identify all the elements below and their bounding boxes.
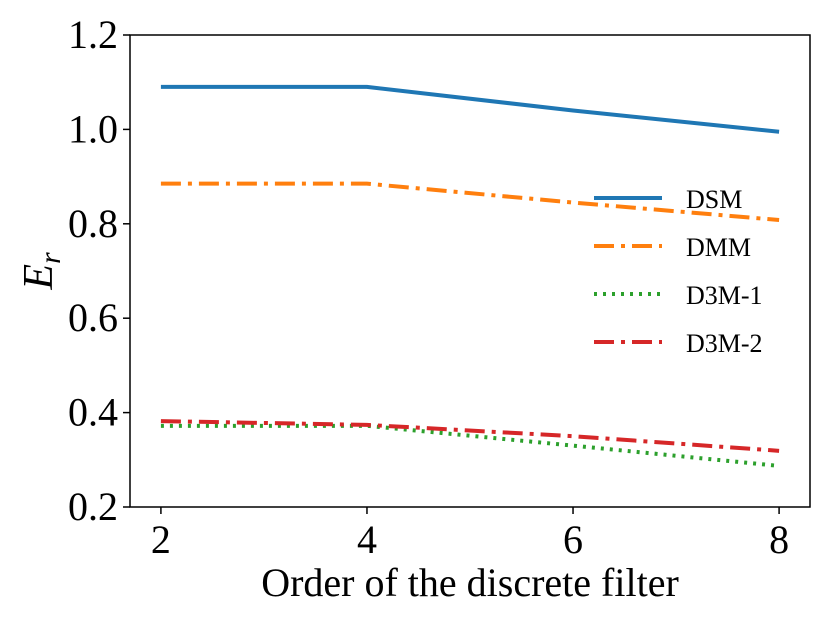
x-axis: 2 4 6 8 [151, 507, 789, 562]
series-line-d3m-2 [160, 419, 780, 453]
legend: DSM DMM D3M-1 D3M-2 [594, 185, 763, 358]
x-tick-label: 2 [151, 517, 171, 562]
svg-text:Er: Er [16, 252, 67, 291]
plot-frame [129, 34, 811, 508]
y-axis-title-sub: r [34, 252, 67, 264]
y-axis: 0.2 0.4 0.6 0.8 1.0 1.2 [68, 12, 130, 529]
y-tick-label: 0.4 [68, 390, 118, 435]
legend-label: D3M-1 [686, 281, 763, 310]
x-tick-label: 8 [769, 517, 789, 562]
y-tick-label: 1.2 [68, 12, 118, 57]
legend-label: D3M-2 [686, 329, 763, 358]
legend-label: DSM [686, 185, 742, 214]
y-tick-label: 0.2 [68, 484, 118, 529]
series-line-dmm [160, 181, 780, 223]
x-tick-label: 6 [563, 517, 583, 562]
y-tick-label: 1.0 [68, 106, 118, 151]
legend-label: DMM [686, 233, 751, 262]
series-line-dsm [160, 84, 780, 134]
y-axis-title-main: E [16, 264, 62, 291]
x-tick-label: 4 [357, 517, 377, 562]
series-lines [160, 84, 780, 468]
y-tick-label: 0.6 [68, 295, 118, 340]
y-tick-label: 0.8 [68, 201, 118, 246]
y-axis-title: Er [16, 252, 67, 291]
x-axis-title: Order of the discrete filter [261, 560, 679, 605]
